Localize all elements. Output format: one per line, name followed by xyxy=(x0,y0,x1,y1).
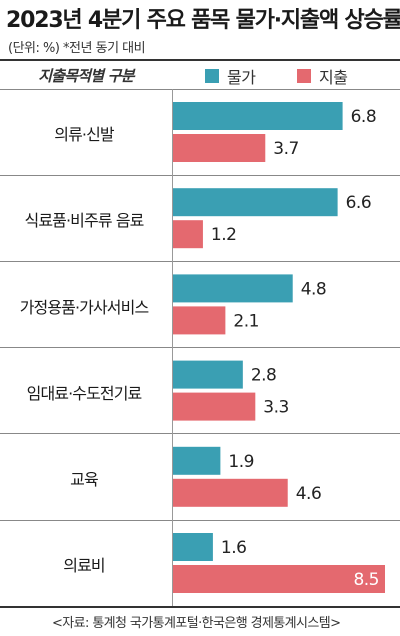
source-note: <자료: 통계청 국가통계포털·한국은행 경제통계시스템> xyxy=(52,616,341,631)
category-label-rent: 임대료·수도전기료 xyxy=(26,384,143,403)
bar-spending-education xyxy=(173,478,288,507)
bar-spending-rent xyxy=(173,392,256,421)
header-rule xyxy=(0,59,400,61)
value-label-spending-rent: 3.3 xyxy=(263,398,289,418)
value-label-price-education: 1.9 xyxy=(228,452,254,472)
legend-label-spending: 지출 xyxy=(319,68,348,87)
row-divider xyxy=(0,433,400,434)
value-label-price-household: 4.8 xyxy=(301,279,327,299)
bar-spending-medical xyxy=(173,565,385,593)
bar-spending-clothing xyxy=(173,134,266,162)
bar-price-household xyxy=(173,274,293,303)
chart-subtitle: (단위: %) *전년 동기 대비 xyxy=(8,41,146,56)
legend-item-spending: 지출 xyxy=(297,66,348,87)
row-divider xyxy=(0,89,400,90)
row-divider xyxy=(0,175,400,176)
legend-item-price: 물가 xyxy=(205,66,256,87)
value-label-spending-medical: 8.5 xyxy=(353,570,379,590)
category-column-header: 지출목적별 구분 xyxy=(38,67,134,85)
category-label-education: 교육 xyxy=(70,470,99,489)
category-label-household: 가정용품·가사서비스 xyxy=(19,298,149,317)
value-axis-baseline xyxy=(172,89,173,607)
legend-swatch-price xyxy=(205,69,219,83)
row-divider xyxy=(0,347,400,348)
bar-spending-food xyxy=(173,220,203,249)
value-label-price-rent: 2.8 xyxy=(251,366,277,386)
bar-price-education xyxy=(173,446,221,475)
value-label-spending-food: 1.2 xyxy=(211,225,237,245)
row-divider xyxy=(0,520,400,521)
row-divider xyxy=(0,261,400,262)
footer-rule xyxy=(0,606,400,608)
value-label-spending-education: 4.6 xyxy=(296,484,322,504)
legend-swatch-spending xyxy=(297,69,311,83)
bar-price-medical xyxy=(173,533,213,561)
legend-label-price: 물가 xyxy=(227,68,256,87)
category-label-food: 식료품·비주류 음료 xyxy=(24,211,145,230)
value-label-price-food: 6.6 xyxy=(346,193,372,213)
value-label-spending-clothing: 3.7 xyxy=(273,139,299,159)
value-label-spending-household: 2.1 xyxy=(233,311,259,331)
bar-spending-household xyxy=(173,306,226,335)
bar-price-clothing xyxy=(173,102,343,130)
chart-title: 2023년 4분기 주요 품목 물가·지출액 상승률 xyxy=(6,8,400,33)
value-label-price-medical: 1.6 xyxy=(221,538,247,558)
category-label-clothing: 의류·신발 xyxy=(54,125,114,144)
category-label-medical: 의료비 xyxy=(63,556,105,575)
bar-price-rent xyxy=(173,360,243,389)
value-label-price-clothing: 6.8 xyxy=(351,107,377,127)
bar-price-food xyxy=(173,188,338,217)
